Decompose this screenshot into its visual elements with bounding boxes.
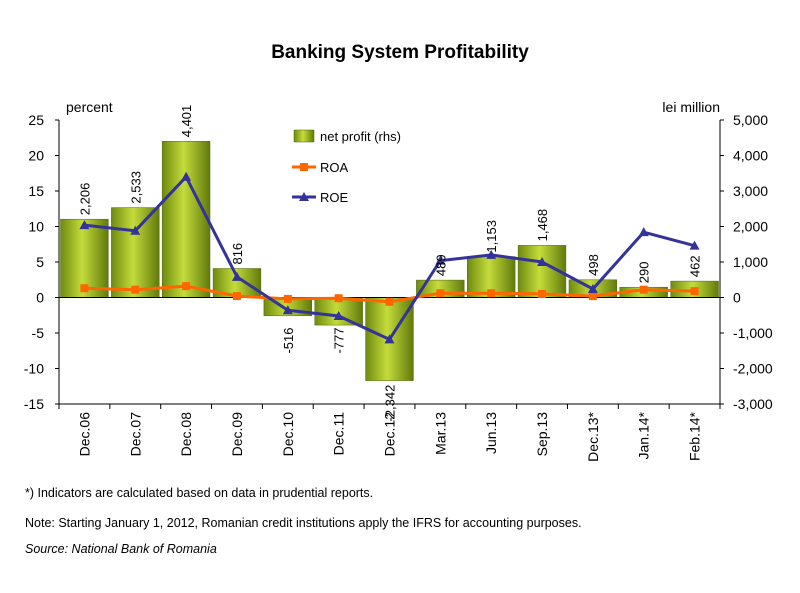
right-tick-label: -3,000: [733, 396, 773, 412]
bar-data-label: 290: [637, 262, 652, 284]
category-label: Sep.13: [534, 412, 550, 457]
legend-roe: ROE: [320, 190, 349, 205]
roe-point: [384, 334, 395, 344]
roe-point: [537, 257, 548, 266]
left-tick-label: 20: [28, 148, 44, 164]
bar-data-label: 2,206: [77, 183, 92, 216]
right-tick-label: -2,000: [733, 361, 773, 377]
bar-data-label: -2,342: [383, 385, 398, 422]
left-tick-label: 15: [28, 183, 44, 199]
legend-bar-swatch: [293, 129, 315, 143]
left-tick-label: -10: [24, 361, 44, 377]
roa-point: [487, 289, 496, 298]
bar-data-label: 498: [586, 254, 601, 276]
bar-Dec.07: [111, 207, 160, 298]
roe-point: [79, 220, 90, 230]
roe-point: [181, 171, 192, 181]
right-tick-label: 4,000: [733, 148, 768, 164]
roa-point: [80, 284, 89, 293]
legend-roe-marker: [299, 192, 309, 201]
bar-data-label: 489: [433, 254, 448, 276]
roe-point: [231, 271, 242, 281]
roe-point: [587, 283, 598, 293]
right-tick-label: 5,000: [733, 112, 768, 128]
footnote-prudential: *) Indicators are calculated based on da…: [25, 486, 374, 500]
roe-point: [282, 305, 293, 315]
source-note: Source: National Bank of Romania: [25, 542, 217, 556]
roa-point: [639, 285, 648, 294]
category-label: Dec.09: [229, 412, 245, 457]
left-tick-label: 10: [28, 219, 44, 235]
category-label: Dec.06: [76, 412, 92, 457]
profitability-chart: Banking System Profitability percent lei…: [24, 42, 773, 462]
category-label: Dec.13*: [585, 411, 601, 461]
bar-data-label: 1,468: [535, 209, 550, 242]
legend-net-profit: net profit (rhs): [320, 129, 401, 144]
roa-point: [385, 297, 394, 306]
category-label: Dec.07: [127, 412, 143, 457]
bar-data-label: 1,153: [484, 220, 499, 253]
roa-point: [436, 289, 445, 298]
bar-data-label: 462: [688, 255, 703, 277]
category-label: Dec.12: [382, 412, 398, 457]
roe-point: [130, 225, 141, 235]
right-axis-label: lei million: [662, 99, 720, 115]
category-label: Mar.13: [432, 412, 448, 455]
roa-point: [232, 292, 241, 301]
category-label: Dec.11: [331, 412, 347, 456]
roa-point: [588, 292, 597, 301]
roe-point: [638, 227, 649, 237]
category-label: Jan.14*: [636, 411, 652, 459]
roe-point: [689, 240, 700, 250]
category-label: Feb.14*: [687, 411, 703, 461]
category-label: Jun.13: [483, 412, 499, 454]
left-tick-label: -15: [24, 396, 44, 412]
bar-data-label: 2,533: [128, 171, 143, 204]
bar-data-label: -516: [281, 328, 296, 354]
category-label: Dec.10: [280, 412, 296, 457]
legend-roa-marker: [300, 163, 308, 171]
roe-point: [486, 249, 497, 259]
right-tick-label: 2,000: [733, 219, 768, 235]
roa-point: [690, 287, 699, 296]
left-tick-label: 5: [36, 254, 44, 270]
left-tick-label: 0: [36, 290, 44, 306]
left-tick-label: 25: [28, 112, 44, 128]
roe-point: [435, 255, 446, 265]
roe-point: [333, 310, 344, 320]
roa-point: [182, 282, 191, 291]
roa-point: [538, 289, 547, 298]
right-tick-label: -1,000: [733, 325, 773, 341]
roa-point: [283, 294, 292, 303]
legend-roa: ROA: [320, 160, 349, 175]
left-tick-label: -5: [32, 325, 45, 341]
bar-data-label: 4,401: [179, 105, 194, 138]
footnote-ifrs: Note: Starting January 1, 2012, Romanian…: [25, 516, 582, 530]
roa-point: [334, 294, 343, 303]
bar-Dec.08: [161, 141, 211, 298]
bar-data-label: 816: [230, 243, 245, 265]
right-tick-label: 1,000: [733, 254, 768, 270]
category-label: Dec.08: [178, 412, 194, 457]
roa-point: [131, 285, 140, 294]
chart-title: Banking System Profitability: [271, 42, 529, 63]
right-tick-label: 0: [733, 290, 741, 306]
left-axis-label: percent: [66, 99, 113, 115]
right-tick-label: 3,000: [733, 183, 768, 199]
bar-data-label: -777: [332, 328, 347, 354]
